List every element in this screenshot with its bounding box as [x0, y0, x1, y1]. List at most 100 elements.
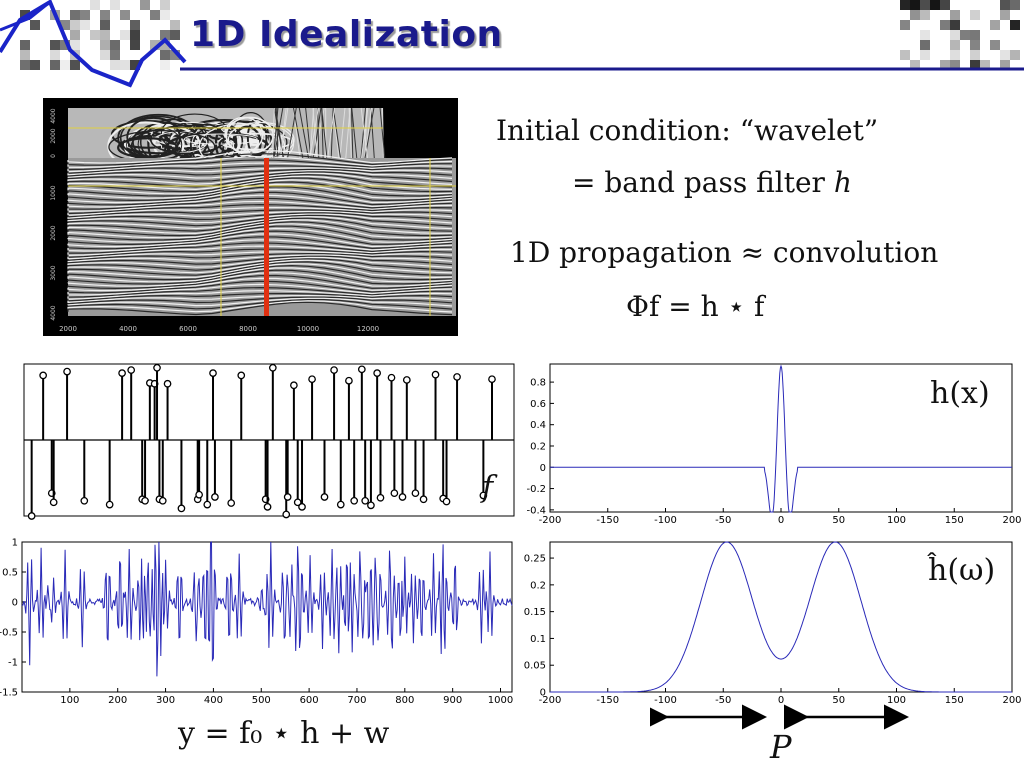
spike-point [105, 500, 114, 509]
seismic-reflector [67, 210, 453, 219]
mosaic-tile [100, 50, 110, 60]
seismic-bottom-panel [67, 150, 456, 316]
mosaic-tile [1000, 50, 1010, 60]
spike-point [431, 370, 440, 379]
mosaic-tile [30, 20, 40, 30]
signal-chart-x-tick-label: 700 [347, 695, 366, 706]
mosaic-tile [80, 10, 90, 20]
mosaic-tile [50, 50, 60, 60]
seismic-reflector [67, 221, 453, 237]
seismic-reflector [67, 233, 453, 248]
decorative-mosaic-left [20, 0, 180, 70]
spike-point [479, 491, 488, 500]
seismic-reflector [67, 296, 453, 305]
signal-chart-y-tick-label: -1.5 [0, 688, 18, 699]
spike-point [350, 496, 359, 505]
mosaic-tile [930, 0, 940, 10]
h-chart-y-tick-label: -0.4 [526, 505, 546, 516]
spike-point [227, 499, 236, 507]
seismic-reflector [67, 236, 453, 250]
spike-point [39, 371, 47, 380]
h-chart-y-tick-label: 0.6 [530, 399, 546, 410]
mosaic-tile [20, 40, 30, 50]
spike-point [411, 489, 420, 498]
seismic-reflector [67, 242, 453, 254]
seismic-reflector [67, 256, 453, 269]
seismic-reflector [67, 186, 453, 202]
seismic-y-tick-label: 3000 [50, 265, 57, 280]
spectrum-chart-y-tick-label: 0 [540, 688, 546, 699]
propagation-text: 1D propagation ≈ convolution [510, 236, 939, 269]
signal-chart-x-tick-label: 300 [156, 695, 175, 706]
mosaic-tile [990, 20, 1000, 30]
signal-chart-x-tick-label: 500 [252, 695, 271, 706]
mosaic-tile [120, 60, 130, 70]
seismic-reflector [67, 174, 453, 188]
mosaic-tile [970, 50, 980, 60]
mosaic-tile [70, 40, 80, 50]
mosaic-tile [970, 10, 980, 20]
seismic-stripe [370, 107, 375, 159]
seismic-reflector [67, 258, 453, 271]
signal-chart-y-tick-label: -0.5 [0, 628, 18, 639]
mosaic-tile [20, 60, 30, 70]
seismic-reflector [67, 261, 453, 276]
label-h-x: h(x) [930, 376, 990, 411]
label-p: P [770, 728, 792, 766]
mosaic-tile [940, 0, 950, 10]
seismic-reflector [67, 153, 453, 166]
mosaic-tile [1010, 50, 1020, 60]
seismic-reflector [67, 191, 453, 206]
mosaic-tile [950, 20, 960, 30]
mosaic-tile [90, 0, 100, 10]
h-line [550, 364, 1012, 513]
observation-equation: y = f₀ ⋆ h + w [178, 716, 390, 751]
seismic-reflector [67, 259, 453, 274]
seismic-stripe [360, 107, 367, 159]
seismic-stripe [312, 107, 318, 159]
observed-signal-chart: 100 200 300 400 500 600 700 800 900 1000 1 0.5 0 -0.5… [0, 538, 513, 707]
mosaic-tile [110, 60, 120, 70]
mosaic-tile [970, 30, 980, 40]
spike-point [442, 497, 451, 506]
spike-point [345, 376, 353, 385]
seismic-x-tick-label: 4000 [119, 325, 137, 333]
spectrum-chart-x-tick-label: -100 [654, 695, 677, 706]
header-banner [0, 0, 1024, 88]
spike-point [330, 366, 338, 374]
seismic-reflector [67, 216, 453, 230]
seismic-reflector [67, 299, 453, 310]
spectrum-chart-x-tick-label: 100 [887, 695, 906, 706]
mosaic-tile [160, 50, 170, 60]
spike-point [158, 496, 167, 505]
mosaic-tile [940, 60, 950, 70]
spectrum-chart-x-tick-label: 50 [832, 695, 845, 706]
seismic-reflector [67, 254, 453, 263]
mosaic-tile [110, 0, 120, 10]
seismic-reflector [67, 300, 453, 313]
seismic-reflector [67, 172, 453, 185]
seismic-reflector [67, 239, 453, 252]
seismic-reflector [67, 251, 453, 260]
spike-point [283, 493, 292, 501]
seismic-reflector [67, 217, 453, 232]
signal-chart-x-tick-label: 400 [204, 695, 223, 706]
spike-point [361, 496, 370, 505]
spike-point [282, 510, 291, 519]
spike-point [453, 373, 461, 381]
decorative-mosaic-right [900, 0, 1020, 70]
mosaic-tile [150, 40, 160, 50]
mosaic-tile [990, 40, 1000, 50]
seismic-swirl [117, 137, 179, 159]
mosaic-tile [140, 0, 150, 10]
spike-point [290, 381, 298, 390]
mosaic-tile [1000, 0, 1010, 10]
mosaic-tile [160, 0, 170, 10]
seismic-y-tick-label: 0 [50, 154, 57, 158]
seismic-reflector [67, 264, 453, 281]
label-f: f [482, 470, 494, 505]
h-chart-x-tick-label: -50 [715, 515, 731, 526]
mosaic-tile [100, 10, 110, 20]
h-chart-x-tick-label: -200 [539, 515, 562, 526]
seismic-reflector [67, 162, 453, 173]
